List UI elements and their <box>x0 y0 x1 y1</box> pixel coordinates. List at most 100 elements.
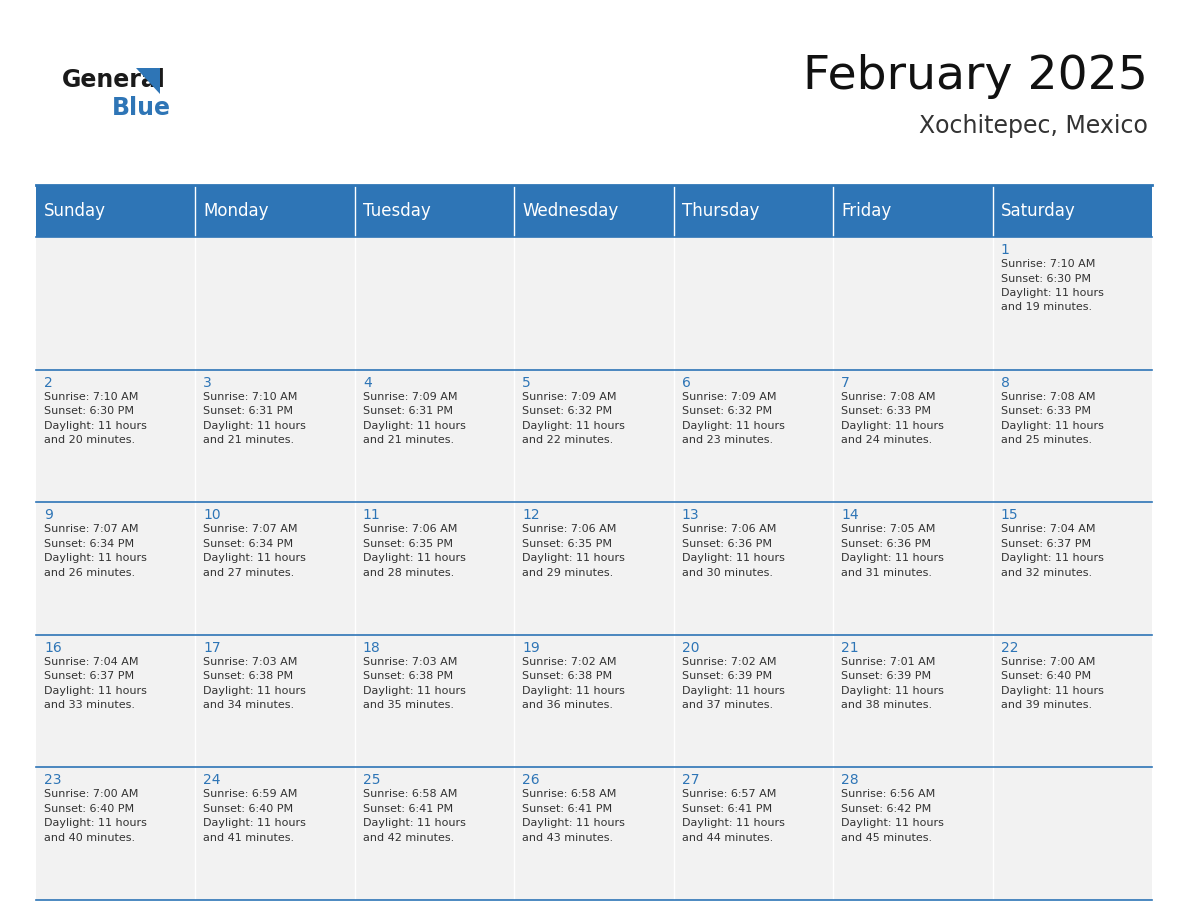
Bar <box>674 635 833 767</box>
Bar <box>833 237 992 370</box>
Text: 28: 28 <box>841 773 859 788</box>
Text: and 45 minutes.: and 45 minutes. <box>841 833 933 843</box>
Text: Sunset: 6:34 PM: Sunset: 6:34 PM <box>44 539 134 549</box>
Text: Sunset: 6:41 PM: Sunset: 6:41 PM <box>362 804 453 814</box>
Text: Sunrise: 7:10 AM: Sunrise: 7:10 AM <box>44 392 138 401</box>
Text: Daylight: 11 hours: Daylight: 11 hours <box>362 420 466 431</box>
Text: and 28 minutes.: and 28 minutes. <box>362 567 454 577</box>
Text: Daylight: 11 hours: Daylight: 11 hours <box>682 819 784 828</box>
Bar <box>355 635 514 767</box>
Bar <box>992 635 1152 767</box>
Text: Daylight: 11 hours: Daylight: 11 hours <box>44 686 147 696</box>
Text: and 26 minutes.: and 26 minutes. <box>44 567 135 577</box>
Text: Sunrise: 6:58 AM: Sunrise: 6:58 AM <box>523 789 617 800</box>
Bar <box>992 370 1152 502</box>
Bar <box>355 237 514 370</box>
Text: Sunrise: 7:08 AM: Sunrise: 7:08 AM <box>1000 392 1095 401</box>
Bar <box>674 767 833 900</box>
Text: February 2025: February 2025 <box>803 54 1148 99</box>
Text: 26: 26 <box>523 773 539 788</box>
Text: Daylight: 11 hours: Daylight: 11 hours <box>841 420 944 431</box>
Text: Sunrise: 7:09 AM: Sunrise: 7:09 AM <box>682 392 776 401</box>
Text: Daylight: 11 hours: Daylight: 11 hours <box>362 686 466 696</box>
Text: Daylight: 11 hours: Daylight: 11 hours <box>362 554 466 564</box>
Text: 19: 19 <box>523 641 541 655</box>
Polygon shape <box>135 68 160 94</box>
Bar <box>674 237 833 370</box>
Text: 20: 20 <box>682 641 700 655</box>
Bar <box>514 635 674 767</box>
Text: Sunset: 6:31 PM: Sunset: 6:31 PM <box>203 406 293 416</box>
Text: Sunrise: 7:10 AM: Sunrise: 7:10 AM <box>1000 259 1095 269</box>
Text: Daylight: 11 hours: Daylight: 11 hours <box>1000 420 1104 431</box>
Bar <box>36 767 196 900</box>
Text: Sunset: 6:38 PM: Sunset: 6:38 PM <box>362 671 453 681</box>
Text: Daylight: 11 hours: Daylight: 11 hours <box>44 554 147 564</box>
Text: Daylight: 11 hours: Daylight: 11 hours <box>523 554 625 564</box>
Text: Sunrise: 7:07 AM: Sunrise: 7:07 AM <box>203 524 298 534</box>
Text: Sunset: 6:34 PM: Sunset: 6:34 PM <box>203 539 293 549</box>
Text: and 25 minutes.: and 25 minutes. <box>1000 435 1092 445</box>
Text: Sunset: 6:36 PM: Sunset: 6:36 PM <box>682 539 772 549</box>
Text: and 43 minutes.: and 43 minutes. <box>523 833 613 843</box>
Text: Sunrise: 7:07 AM: Sunrise: 7:07 AM <box>44 524 139 534</box>
Text: Sunset: 6:40 PM: Sunset: 6:40 PM <box>44 804 134 814</box>
Text: Sunset: 6:38 PM: Sunset: 6:38 PM <box>523 671 612 681</box>
Text: Sunrise: 7:06 AM: Sunrise: 7:06 AM <box>523 524 617 534</box>
Text: Sunrise: 6:57 AM: Sunrise: 6:57 AM <box>682 789 776 800</box>
Text: 25: 25 <box>362 773 380 788</box>
Text: Wednesday: Wednesday <box>523 202 619 220</box>
Text: 13: 13 <box>682 509 700 522</box>
Bar <box>36 370 196 502</box>
Text: Sunset: 6:39 PM: Sunset: 6:39 PM <box>682 671 772 681</box>
Text: and 20 minutes.: and 20 minutes. <box>44 435 135 445</box>
Text: Sunset: 6:38 PM: Sunset: 6:38 PM <box>203 671 293 681</box>
Bar <box>992 185 1152 237</box>
Text: 15: 15 <box>1000 509 1018 522</box>
Text: Daylight: 11 hours: Daylight: 11 hours <box>1000 288 1104 298</box>
Bar <box>355 185 514 237</box>
Text: and 38 minutes.: and 38 minutes. <box>841 700 933 711</box>
Bar <box>196 502 355 635</box>
Text: Sunset: 6:30 PM: Sunset: 6:30 PM <box>44 406 134 416</box>
Text: and 27 minutes.: and 27 minutes. <box>203 567 295 577</box>
Text: General: General <box>62 68 166 92</box>
Text: Sunrise: 7:04 AM: Sunrise: 7:04 AM <box>44 656 139 666</box>
Text: 14: 14 <box>841 509 859 522</box>
Text: Sunrise: 7:06 AM: Sunrise: 7:06 AM <box>682 524 776 534</box>
Bar <box>833 185 992 237</box>
Text: Xochitepec, Mexico: Xochitepec, Mexico <box>920 114 1148 138</box>
Text: Sunrise: 7:06 AM: Sunrise: 7:06 AM <box>362 524 457 534</box>
Text: Daylight: 11 hours: Daylight: 11 hours <box>203 554 307 564</box>
Bar <box>36 635 196 767</box>
Bar <box>355 370 514 502</box>
Bar <box>196 767 355 900</box>
Text: Friday: Friday <box>841 202 891 220</box>
Text: 3: 3 <box>203 375 213 389</box>
Text: Sunrise: 6:56 AM: Sunrise: 6:56 AM <box>841 789 935 800</box>
Bar <box>36 502 196 635</box>
Text: Sunset: 6:35 PM: Sunset: 6:35 PM <box>362 539 453 549</box>
Text: and 30 minutes.: and 30 minutes. <box>682 567 772 577</box>
Text: Sunrise: 6:59 AM: Sunrise: 6:59 AM <box>203 789 298 800</box>
Bar <box>196 185 355 237</box>
Text: Sunrise: 7:02 AM: Sunrise: 7:02 AM <box>682 656 776 666</box>
Text: and 22 minutes.: and 22 minutes. <box>523 435 613 445</box>
Text: and 31 minutes.: and 31 minutes. <box>841 567 933 577</box>
Text: Sunset: 6:37 PM: Sunset: 6:37 PM <box>44 671 134 681</box>
Text: Sunrise: 7:10 AM: Sunrise: 7:10 AM <box>203 392 298 401</box>
Text: Daylight: 11 hours: Daylight: 11 hours <box>44 819 147 828</box>
Text: 23: 23 <box>44 773 62 788</box>
Text: 17: 17 <box>203 641 221 655</box>
Text: 8: 8 <box>1000 375 1010 389</box>
Text: and 36 minutes.: and 36 minutes. <box>523 700 613 711</box>
Text: Sunset: 6:35 PM: Sunset: 6:35 PM <box>523 539 612 549</box>
Text: and 40 minutes.: and 40 minutes. <box>44 833 135 843</box>
Text: 2: 2 <box>44 375 52 389</box>
Text: 22: 22 <box>1000 641 1018 655</box>
Bar <box>514 502 674 635</box>
Text: Sunset: 6:33 PM: Sunset: 6:33 PM <box>841 406 931 416</box>
Text: and 42 minutes.: and 42 minutes. <box>362 833 454 843</box>
Text: Sunset: 6:37 PM: Sunset: 6:37 PM <box>1000 539 1091 549</box>
Bar <box>992 237 1152 370</box>
